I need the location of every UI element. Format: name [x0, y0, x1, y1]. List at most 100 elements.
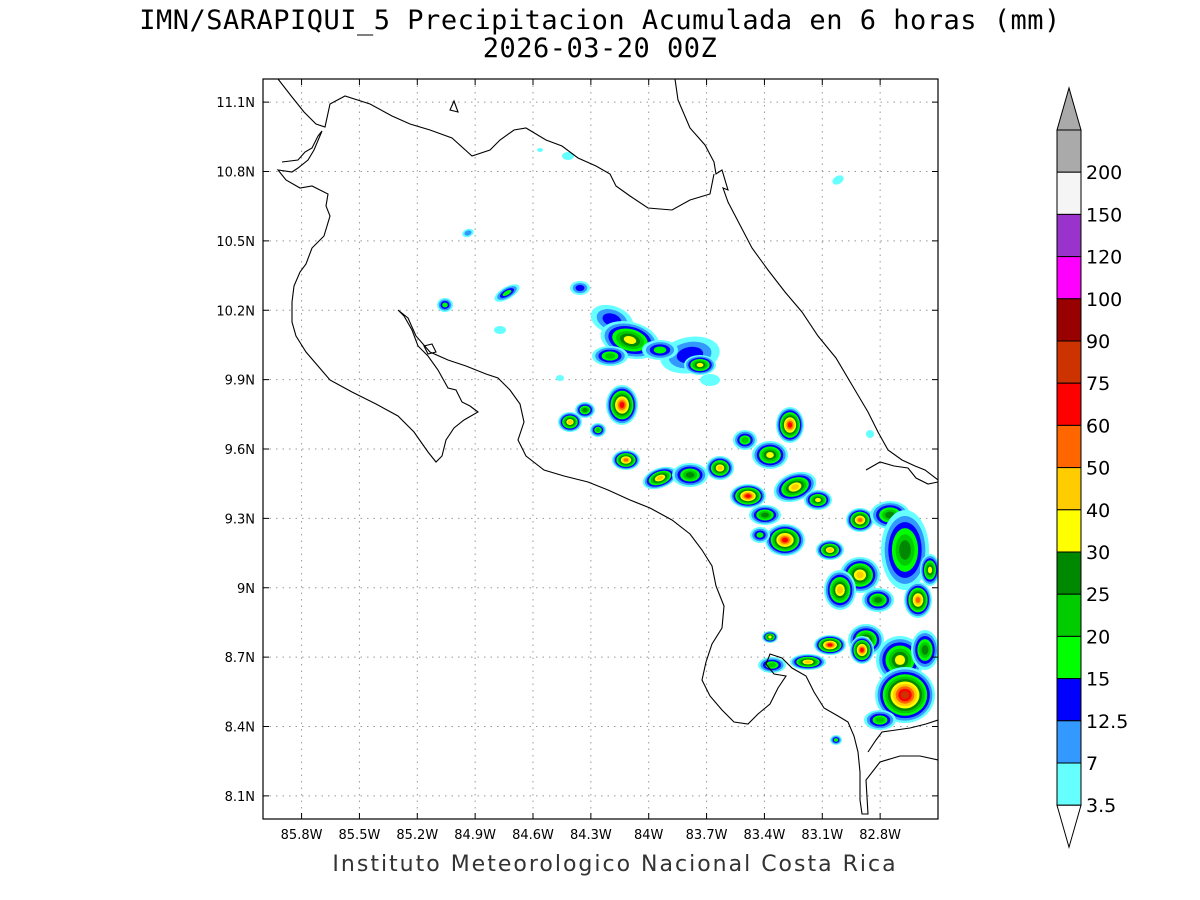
colorbar-label: 40 [1086, 500, 1110, 522]
precip-contour [827, 643, 833, 647]
colorbar-label: 200 [1086, 162, 1122, 184]
colorbar-label: 15 [1086, 669, 1110, 691]
panama-border [865, 461, 938, 753]
precip-contour [766, 452, 774, 458]
precip-contour [856, 571, 864, 579]
precip-contour [894, 654, 906, 666]
lon-tick-label: 84.9W [454, 828, 496, 843]
precipitation-field [437, 148, 938, 745]
colorbar-swatch [1056, 509, 1082, 553]
precip-contour [921, 645, 929, 655]
colorbar-swatch [1056, 213, 1082, 258]
precip-contour [768, 635, 772, 639]
colorbar-swatch [1056, 467, 1082, 511]
lat-tick-label: 9N [237, 582, 255, 597]
colorbar-label: 25 [1086, 584, 1110, 606]
lat-tick-label: 9.3N [225, 512, 255, 527]
colorbar-label: 75 [1086, 373, 1110, 395]
lake-shore [449, 99, 459, 113]
colorbar-label: 12.5 [1086, 711, 1128, 733]
lat-tick-label: 10.8N [216, 166, 255, 181]
precip-contour [745, 494, 751, 498]
precip-contour [837, 586, 843, 594]
precip-contour [804, 660, 812, 664]
precip-contour [768, 662, 776, 668]
colorbar-under-triangle [1056, 804, 1082, 850]
precip-contour [787, 422, 793, 428]
colorbar-swatch [1056, 762, 1082, 806]
colorbar-swatch [1056, 382, 1082, 426]
map-subtitle-date: 2026-03-20 00Z [482, 33, 718, 64]
lat-tick-label: 8.7N [225, 651, 255, 666]
precip-contour [741, 437, 749, 443]
precip-contour [556, 375, 564, 381]
colorbar-swatch [1056, 635, 1082, 680]
precip-contour [562, 152, 574, 160]
lon-tick-label: 85.5W [339, 828, 381, 843]
island-shore [423, 343, 437, 355]
colorbar-swatch [1056, 340, 1082, 384]
lon-tick-label: 83.7W [686, 828, 728, 843]
colorbar-label: 150 [1086, 204, 1122, 226]
precip-contour [595, 428, 601, 432]
colorbar-over-triangle [1056, 86, 1082, 131]
colorbar-label: 7 [1086, 753, 1098, 775]
precip-contour [700, 374, 720, 386]
lon-tick-label: 84.3W [570, 828, 612, 843]
lat-tick-label: 10.2N [216, 304, 255, 319]
lat-tick-label: 8.4N [225, 721, 255, 736]
colorbar-swatch [1056, 424, 1082, 469]
precip-contour [442, 302, 448, 308]
precip-contour [494, 326, 506, 334]
footer-credit: Instituto Meteorologico Nacional Costa R… [332, 852, 898, 877]
precip-contour [833, 738, 839, 742]
axis-labels: 85.8W 85.5W 85.2W 84.9W 84.6W 84.3W 84W 83.7W 83… [216, 79, 938, 843]
colorbar-swatch [1056, 593, 1082, 637]
map-background [263, 79, 938, 819]
precip-contour [927, 566, 933, 574]
lon-tick-label: 83.1W [801, 828, 843, 843]
lon-tick-label: 84W [634, 828, 664, 843]
precip-contour [653, 346, 667, 354]
colorbar-swatch [1056, 298, 1082, 342]
precip-contour [791, 484, 799, 490]
precip-contour [899, 540, 911, 560]
precip-contour [582, 408, 588, 412]
colorbar-label: 30 [1086, 542, 1110, 564]
pacific-coastline [276, 130, 938, 815]
lat-tick-label: 10.5N [216, 235, 255, 250]
precip-contour [502, 289, 512, 297]
precip-contour [915, 597, 921, 603]
lon-tick-label: 82.8W [859, 828, 901, 843]
precip-contour [756, 532, 764, 538]
precip-contour [567, 420, 573, 424]
map-title: IMN/SARAPIQUI_5 Precipitacion Acumulada … [139, 5, 1061, 36]
nicaragua-border [277, 79, 715, 211]
precip-contour [623, 458, 629, 462]
precip-contour [860, 647, 864, 653]
lat-tick-label: 9.9N [225, 374, 255, 389]
precip-contour [685, 472, 695, 478]
precip-contour [832, 175, 844, 185]
precip-contour [537, 148, 543, 152]
precip-contour [874, 597, 882, 603]
colorbar-swatch [1056, 129, 1082, 173]
colorbar-swatch [1056, 678, 1082, 722]
colorbar-label: 100 [1086, 289, 1122, 311]
precip-contour [656, 475, 664, 481]
precip-contour [575, 284, 585, 292]
precip-contour [619, 401, 625, 409]
colorbar-swatch [1056, 256, 1082, 300]
colorbar-swatch [1056, 551, 1082, 595]
lat-tick-label: 8.1N [225, 790, 255, 805]
precip-contour [815, 497, 821, 503]
colorbar-label: 50 [1086, 458, 1110, 480]
colorbar-legend: 3.5 7 12.5 15 20 25 30 40 50 60 75 90 100 120 150 200 [1056, 86, 1128, 850]
precip-contour [717, 465, 723, 471]
coastlines [276, 79, 938, 815]
lon-tick-label: 85.2W [396, 828, 438, 843]
precip-contour [781, 537, 789, 543]
precip-contour [866, 430, 874, 438]
precip-contour [900, 691, 910, 699]
